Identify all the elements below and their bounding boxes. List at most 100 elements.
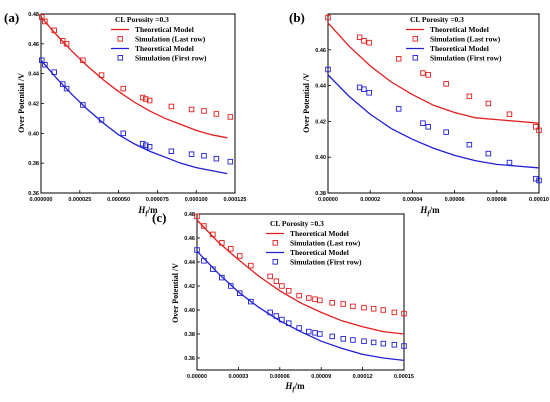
- data-point: [340, 336, 347, 342]
- data-point: [340, 301, 347, 307]
- data-point: [267, 273, 273, 280]
- data-point: [59, 38, 66, 44]
- legend-entry: Theoretical Model: [135, 25, 194, 34]
- y-tick-label: 0.42: [28, 102, 39, 108]
- data-point: [420, 120, 426, 126]
- legend-marker-swatch: [117, 55, 124, 61]
- x-tick-label: 0.000000: [30, 197, 53, 203]
- x-tick-label: 0.00004: [402, 197, 423, 203]
- legend-marker-swatch: [412, 36, 419, 42]
- data-point: [366, 39, 372, 46]
- legend-entry: Theoretical Model: [430, 44, 489, 53]
- data-point: [219, 240, 225, 246]
- data-point: [80, 57, 86, 63]
- data-point: [273, 278, 280, 284]
- y-tick-label: 0.40: [315, 155, 326, 161]
- data-point: [146, 144, 153, 150]
- x-tick-label: 0.000050: [107, 197, 130, 203]
- data-point: [63, 41, 70, 47]
- y-tick-label: 0.40: [184, 308, 195, 314]
- plot-frame: [327, 13, 540, 194]
- data-point: [201, 223, 207, 229]
- data-point: [98, 117, 105, 123]
- legend-entry: Simulation (First row): [290, 258, 362, 267]
- legend-entry: Simulation (Last row): [430, 35, 501, 44]
- data-point: [306, 295, 312, 301]
- data-point: [279, 283, 285, 289]
- data-point: [425, 124, 431, 130]
- data-point: [194, 213, 200, 220]
- legend-entry: Simulation (First row): [135, 54, 207, 63]
- y-tick-label: 0.36: [184, 356, 195, 362]
- data-point: [59, 81, 66, 87]
- legend-entry: Theoretical Model: [290, 248, 349, 257]
- legend-marker-swatch: [272, 259, 279, 265]
- data-point: [506, 111, 513, 117]
- data-point: [329, 333, 335, 340]
- data-point: [201, 108, 207, 114]
- data-point: [425, 72, 431, 78]
- legend-entry: Simulation (First row): [430, 54, 502, 63]
- data-point: [361, 338, 367, 344]
- data-point: [466, 141, 473, 148]
- legend-marker-swatch: [272, 240, 279, 246]
- x-tick-label: 0.000025: [68, 197, 91, 203]
- data-point: [312, 330, 318, 336]
- data-point: [485, 100, 492, 107]
- data-point: [228, 283, 234, 289]
- panel-label: (c): [152, 210, 166, 225]
- data-point: [42, 61, 48, 68]
- data-point: [391, 309, 398, 316]
- data-point: [370, 306, 377, 312]
- data-point: [401, 310, 407, 317]
- data-point: [273, 313, 280, 319]
- y-axis-title: Over Potential /V: [302, 73, 311, 133]
- data-point: [279, 316, 285, 323]
- chart-panel-1: (b) 0.38 0.40 0.42 0.44 0.46 0.00000 0.00002 0.0…: [289, 10, 549, 217]
- legend-entry: Theoretical Model: [135, 44, 194, 53]
- data-point: [443, 81, 449, 87]
- data-point: [42, 18, 48, 25]
- y-axis-title: Over Potential /V: [17, 73, 26, 133]
- data-point: [139, 94, 146, 101]
- data-point: [361, 86, 367, 92]
- data-point: [395, 106, 402, 112]
- data-point: [228, 246, 234, 252]
- data-point: [201, 152, 207, 159]
- annotation-text: CL Porosity =0.3: [270, 219, 324, 228]
- data-point: [201, 258, 207, 264]
- series-line: [40, 59, 228, 175]
- y-tick-label: 0.38: [315, 191, 326, 197]
- data-point: [63, 85, 70, 92]
- legend-entry: Simulation (Last row): [290, 239, 361, 248]
- data-point: [533, 124, 539, 130]
- x-tick-label: 0.000100: [185, 197, 208, 203]
- data-point: [485, 150, 492, 157]
- series-line: [196, 250, 405, 362]
- y-tick-label: 0.36: [28, 191, 39, 197]
- x-tick-label: 0.00012: [353, 374, 373, 380]
- legend-marker-swatch: [117, 36, 124, 42]
- y-tick-label: 0.38: [184, 332, 195, 338]
- data-point: [51, 69, 57, 75]
- legend-entry: Simulation (Last row): [135, 35, 206, 44]
- x-tick-label: 0.00008: [487, 197, 507, 203]
- x-tick-label: 0.00000: [187, 374, 207, 380]
- data-point: [325, 14, 331, 21]
- data-point: [98, 72, 105, 78]
- data-point: [168, 103, 175, 110]
- x-tick-label: 0.00003: [228, 374, 248, 380]
- data-point: [536, 127, 542, 134]
- data-point: [329, 300, 335, 306]
- panel-label: (a): [4, 10, 19, 25]
- data-point: [267, 309, 273, 316]
- data-point: [80, 102, 86, 108]
- data-point: [210, 266, 216, 272]
- chart-panel-2: (c) 0.36 0.38 0.40 0.42 0.44 0.46 0.48 0.00000 0.…: [152, 210, 414, 393]
- data-point: [380, 307, 387, 313]
- x-tick-label: 0.00015: [394, 374, 414, 380]
- data-point: [39, 14, 45, 20]
- data-point: [143, 142, 149, 149]
- data-point: [188, 106, 195, 113]
